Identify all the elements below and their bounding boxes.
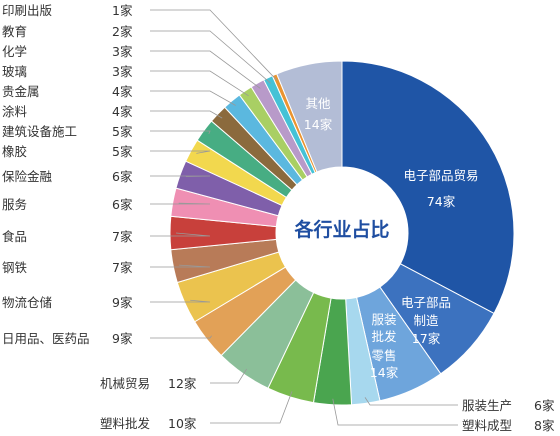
leader-line: [150, 30, 271, 84]
slice-value-label: 5家: [112, 144, 133, 159]
slice-inside-label: 制造: [413, 313, 439, 328]
slice-name-label: 建筑设备施工: [2, 124, 77, 139]
slice-value-label: 1家: [112, 3, 133, 18]
slice-inside-label: 电子部品: [401, 295, 451, 310]
leader-line: [150, 90, 236, 106]
slice-inside-label: 14家: [304, 117, 333, 132]
leader-line: [150, 232, 211, 237]
slice-value-label: 10家: [168, 416, 197, 431]
slice-name-label: 教育: [2, 24, 27, 39]
leader-line: [150, 9, 278, 81]
leader-line: [150, 50, 261, 89]
leader-line: [364, 397, 458, 406]
leader-line: [150, 110, 223, 119]
leader-line: [150, 335, 212, 339]
slice-inside-label: 电子部品贸易: [403, 168, 478, 183]
slice-value-label: 6家: [112, 169, 133, 184]
donut-slices: [169, 60, 515, 406]
slice-name-label: 服务: [2, 197, 27, 212]
slice-0: [341, 60, 515, 315]
slice-name-label: 塑料批发: [100, 416, 151, 431]
leader-line: [150, 70, 249, 97]
slice-inside-label: 其他: [305, 96, 331, 111]
leader-line: [210, 368, 248, 384]
leader-lines: [150, 9, 458, 426]
chart-title: 各行业占比: [293, 218, 389, 241]
slice-inside-label: 服装: [371, 312, 396, 327]
slice-name-label: 服装生产: [462, 398, 512, 413]
leader-line: [150, 264, 211, 268]
slice-name-label: 机械贸易: [100, 376, 150, 391]
leader-line: [150, 202, 211, 205]
slice-name-label: 塑料成型: [462, 418, 512, 433]
slice-value-label: 6家: [112, 197, 133, 212]
leader-line: [150, 150, 211, 154]
slice-name-label: 化学: [2, 44, 27, 59]
slice-name-label: 橡胶: [2, 144, 27, 159]
leader-line: [150, 130, 211, 135]
slice-name-label: 涂料: [2, 104, 28, 119]
slice-value-label: 4家: [112, 84, 133, 99]
slice-value-label: 3家: [112, 44, 133, 59]
slice-value-label: 9家: [112, 331, 133, 346]
leader-line: [150, 299, 211, 303]
slice-value-label: 5家: [112, 124, 133, 139]
slice-name-label: 贵金属: [2, 84, 40, 99]
slice-value-label: 9家: [112, 295, 133, 310]
slice-21: [276, 60, 343, 173]
slice-value-label: 7家: [112, 229, 133, 244]
slice-name-label: 印刷出版: [2, 3, 53, 18]
slice-name-label: 玻璃: [2, 64, 27, 79]
leader-line: [332, 398, 458, 426]
slice-name-label: 日用品、医药品: [2, 331, 90, 346]
slice-value-label: 3家: [112, 64, 133, 79]
slice-name-label: 保险金融: [2, 169, 53, 184]
slice-value-label: 4家: [112, 104, 133, 119]
slice-inside-label: 17家: [412, 331, 441, 346]
slice-name-label: 钢铁: [2, 260, 28, 275]
slice-inside-label: 74家: [427, 194, 456, 209]
slice-value-label: 12家: [168, 376, 197, 391]
slice-inside-label: 14家: [370, 365, 399, 380]
slice-inside-label: 零售: [371, 348, 396, 363]
leader-line: [210, 391, 293, 424]
slice-value-label: 7家: [112, 260, 133, 275]
slice-name-label: 物流仓储: [2, 295, 52, 310]
slice-value-label: 6家: [534, 398, 555, 413]
slice-name-label: 食品: [2, 229, 27, 244]
slice-value-label: 2家: [112, 24, 133, 39]
slice-value-label: 8家: [534, 418, 555, 433]
slice-inside-label: 批发: [371, 329, 397, 344]
